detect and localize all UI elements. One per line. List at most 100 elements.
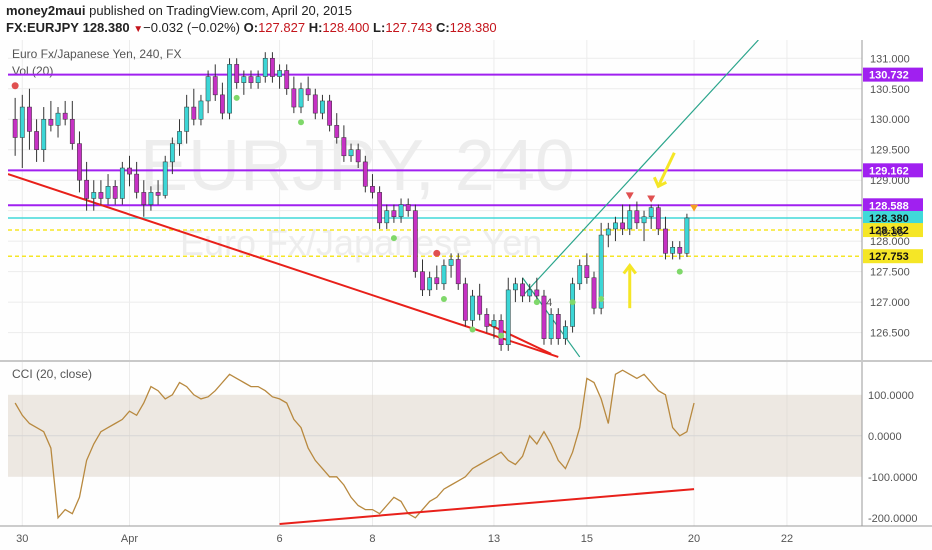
price-tick-label: 127.000	[870, 297, 910, 309]
cci-line	[14, 369, 695, 520]
candle-body	[362, 161, 368, 187]
candle-body	[105, 186, 111, 199]
cci-axis-background	[862, 362, 932, 526]
candle-body	[148, 192, 154, 205]
signal-circle-marker	[11, 82, 19, 90]
candle-body	[91, 192, 97, 199]
candle-body	[684, 217, 690, 254]
signal-circle-marker	[433, 249, 441, 257]
candle-body	[448, 259, 454, 266]
price-level-tag	[863, 67, 923, 82]
candle-body	[41, 118, 47, 150]
signal-dot-marker	[569, 299, 576, 306]
candle-body	[284, 70, 290, 90]
time-axis[interactable]: 30 Apr 6 8 13 15 20 22	[0, 525, 932, 545]
candle-body	[405, 204, 411, 211]
price-tick-label: 127.500	[870, 267, 910, 279]
price-level-tag-label: 128.182	[869, 225, 909, 237]
bar-countdown: 48:36	[876, 227, 904, 239]
candle-body	[355, 149, 361, 163]
candle-body	[134, 173, 140, 193]
candle-body	[534, 289, 540, 297]
candle-body	[205, 76, 211, 102]
time-tick-label: 8	[369, 533, 375, 545]
time-tick-label: 22	[781, 533, 793, 545]
low-value: 127.743	[385, 20, 433, 35]
cci-tick-label: 100.0000	[868, 390, 914, 402]
candle-body	[498, 320, 504, 346]
open-label: O:	[243, 20, 259, 35]
signal-dot-marker	[440, 296, 447, 303]
signal-triangle-marker	[625, 192, 634, 200]
price-level-tag-label: 129.162	[869, 165, 909, 177]
candle-body	[484, 314, 490, 327]
price-tick-label: 130.000	[870, 114, 910, 126]
low-label: L:	[373, 20, 386, 35]
author-name[interactable]: money2maui	[6, 3, 86, 18]
signal-dot-marker	[498, 332, 505, 339]
price-tick-label: 126.500	[870, 328, 910, 340]
high-value: 128.400	[322, 20, 370, 35]
candle-body	[291, 88, 297, 108]
candle-body	[420, 271, 425, 291]
candle-body	[127, 167, 132, 175]
chart-header: money2maui published on TradingView.com,…	[0, 0, 932, 40]
candle-body	[69, 118, 75, 144]
candle-body	[520, 283, 525, 297]
candle-body	[398, 204, 404, 218]
candle-body	[77, 143, 82, 181]
cci-title: CCI (20, close)	[12, 367, 92, 381]
candle-body	[55, 112, 61, 126]
candle-body	[12, 118, 18, 138]
quote-line: FX:EURJPY 128.380 ▼−0.032 (−0.02%) O:127…	[6, 20, 497, 35]
candle-body	[219, 94, 225, 114]
candle-body	[312, 94, 318, 114]
watermark-symbol: EURJPY, 240	[140, 126, 575, 206]
time-tick-label: 6	[277, 533, 283, 545]
candle-body	[577, 265, 583, 285]
close-value: 128.380	[449, 20, 497, 35]
candle-body	[327, 100, 332, 126]
candle-body	[584, 265, 590, 278]
candle-body	[455, 259, 461, 285]
candle-body	[513, 283, 518, 291]
time-tick-label: 13	[488, 533, 500, 545]
candle-body	[548, 314, 554, 339]
down-triangle-icon: ▼	[133, 24, 144, 35]
time-tick-label: Apr	[121, 533, 138, 545]
candle-body	[477, 295, 483, 315]
candle-body	[227, 64, 232, 114]
volume-label: Vol (20)	[12, 64, 53, 78]
high-label: H:	[308, 20, 323, 35]
candle-body	[177, 131, 182, 144]
signal-dot-marker	[676, 268, 683, 275]
price-level-tag	[863, 198, 923, 213]
cci-tick-label: -200.0000	[868, 513, 918, 525]
candle-body	[341, 137, 347, 157]
time-tick-label: 30	[16, 533, 28, 545]
candle-body	[605, 228, 611, 236]
candle-body	[505, 289, 511, 346]
candle-body	[620, 222, 625, 230]
cci-line-group	[14, 369, 695, 525]
signal-dot-marker	[390, 235, 397, 242]
price-level-tag	[863, 210, 923, 225]
signal-dot-marker	[469, 326, 476, 333]
candle-body	[570, 283, 575, 327]
candle-body	[334, 125, 340, 138]
price-level-tag	[863, 163, 923, 178]
candle-body	[348, 149, 354, 157]
candle-body	[270, 58, 275, 77]
arrow-head	[652, 176, 667, 189]
candle-body	[248, 76, 254, 83]
publish-line: money2maui published on TradingView.com,…	[6, 3, 352, 18]
candle-body	[370, 186, 375, 193]
candle-body	[491, 320, 497, 327]
cci-pane[interactable]: CCI (20, close) 100.0000 0.0000 -100.0000 -2…	[8, 362, 932, 526]
symbol-label[interactable]: FX:EURJPY	[6, 20, 79, 35]
arrow-shaft	[656, 152, 676, 187]
time-tick-label: 15	[581, 533, 593, 545]
candle-body	[184, 106, 190, 132]
